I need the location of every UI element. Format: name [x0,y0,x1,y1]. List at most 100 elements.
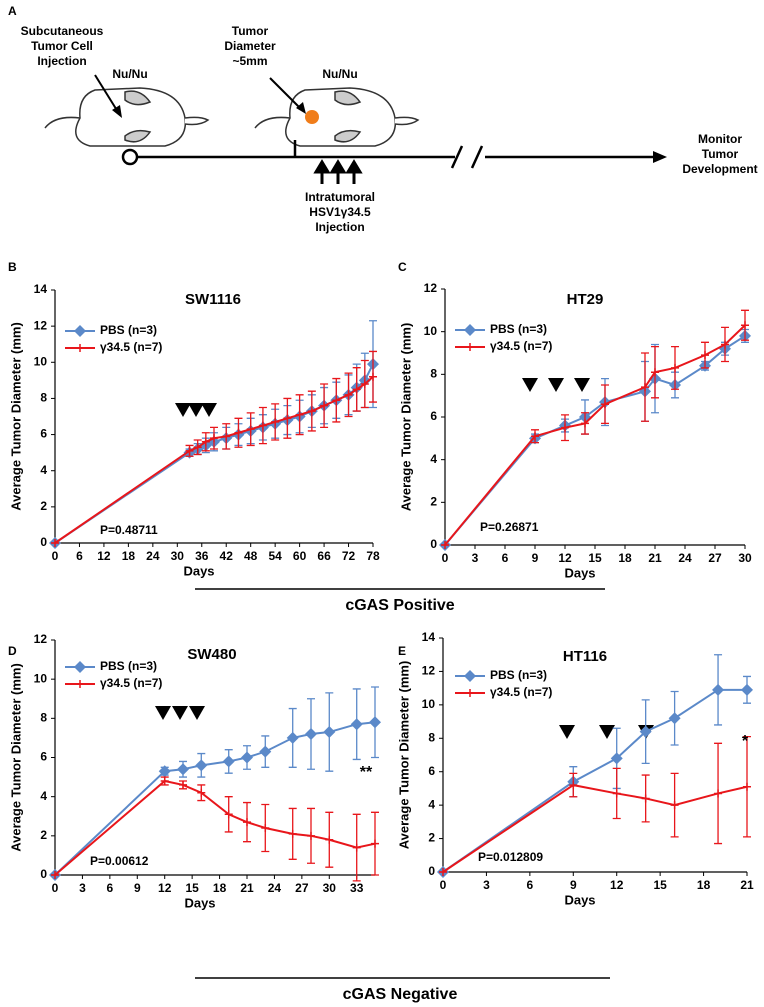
injection-marker [559,725,575,739]
x-tick-label: 18 [213,881,227,895]
y-tick-label: 8 [430,367,437,381]
group-label: cGAS Negative [343,986,458,1003]
x-tick-label: 33 [350,881,364,895]
legend-marker [74,661,86,673]
series-line [54,363,374,544]
break-mark [470,145,484,169]
legend-label: γ34.5 (n=7) [100,340,162,354]
x-tick-label: 27 [295,881,309,895]
x-tick-label: 21 [648,551,662,565]
x-axis-label: Days [184,895,215,910]
point [323,726,336,739]
x-tick-label: 6 [527,878,534,892]
x-tick-label: 60 [293,549,307,563]
y-tick-label: 14 [34,282,48,296]
x-tick-label: 3 [483,878,490,892]
x-tick-label: 72 [342,549,356,563]
x-axis-label: Days [564,565,595,580]
y-tick-label: 10 [34,354,48,368]
x-tick-label: 18 [618,551,632,565]
series-line [444,324,746,546]
point [612,789,621,798]
mouse-icon [254,87,420,147]
mouse-icon [44,87,210,147]
point [51,871,59,879]
point [234,428,243,437]
y-tick-label: 10 [34,671,48,685]
point [371,839,379,848]
x-tick-label: 36 [195,549,209,563]
x-tick-label: 15 [185,881,199,895]
diagram-label: Injection [37,54,86,68]
x-tick-label: 24 [146,549,160,563]
injection-marker [201,403,217,417]
point [352,843,361,852]
y-tick-label: 8 [40,711,47,725]
point [581,419,589,428]
point [259,745,272,758]
y-tick-label: 2 [40,828,47,842]
point [307,407,316,416]
y-tick-label: 6 [40,427,47,441]
y-axis-label: Average Tumor Diameter (mm) [8,322,23,511]
x-tick-label: 21 [740,878,754,892]
diagram-label: HSV1γ34.5 [309,205,371,219]
legend-label: γ34.5 (n=7) [490,685,552,699]
panel-label: C [398,260,407,274]
legend-marker [464,670,476,682]
diagram-label: Intratumoral [305,190,375,204]
point [743,782,751,791]
point [320,401,329,410]
diagram-label: ~5mm [232,54,267,68]
panel-label: E [398,644,406,658]
legend-label: PBS (n=3) [100,659,157,673]
x-tick-label: 24 [268,881,282,895]
point [210,434,218,443]
x-tick-label: 15 [653,878,667,892]
injection-marker [189,706,205,720]
y-tick-label: 4 [40,463,47,477]
y-tick-label: 8 [428,730,435,744]
chart-title: SW480 [187,646,236,663]
legend-label: PBS (n=3) [100,323,157,337]
point [610,752,623,765]
x-tick-label: 6 [107,881,114,895]
tumor-dot [305,110,319,124]
y-tick-label: 6 [430,409,437,423]
x-tick-label: 0 [52,881,59,895]
y-axis-label: Average Tumor Diameter (mm) [398,323,413,512]
injection-marker [155,706,171,720]
point [295,410,304,419]
break-mark [450,145,464,169]
significance: ** [360,764,373,781]
x-tick-label: 24 [678,551,692,565]
point [332,396,341,405]
point [741,683,753,696]
diagram-label: Diameter [224,39,276,53]
x-axis-label: Days [564,892,595,907]
diagram: A Subcutaneous Tumor Cell Injection Nu/N… [8,4,758,234]
arrow-head [112,105,122,118]
point [241,751,253,764]
x-tick-label: 12 [610,878,624,892]
point [160,777,169,785]
panel-label: D [8,644,17,658]
x-tick-label: 0 [52,549,59,563]
chart: D SW480 Average Tumor Diameter (mm) 0 24 6 8 10… [8,632,381,910]
legend-label: PBS (n=3) [490,322,547,336]
point [197,788,206,797]
x-tick-label: 9 [570,878,577,892]
x-tick-label: 0 [440,878,447,892]
point [651,368,659,377]
injection-marker [172,706,188,720]
y-axis-label: Average Tumor Diameter (mm) [8,663,23,852]
point [177,763,189,776]
panel-label: B [8,260,17,274]
series-line [442,688,747,873]
panel-label: A [8,4,17,18]
x-tick-label: 12 [97,549,111,563]
y-tick-label: 10 [422,697,436,711]
